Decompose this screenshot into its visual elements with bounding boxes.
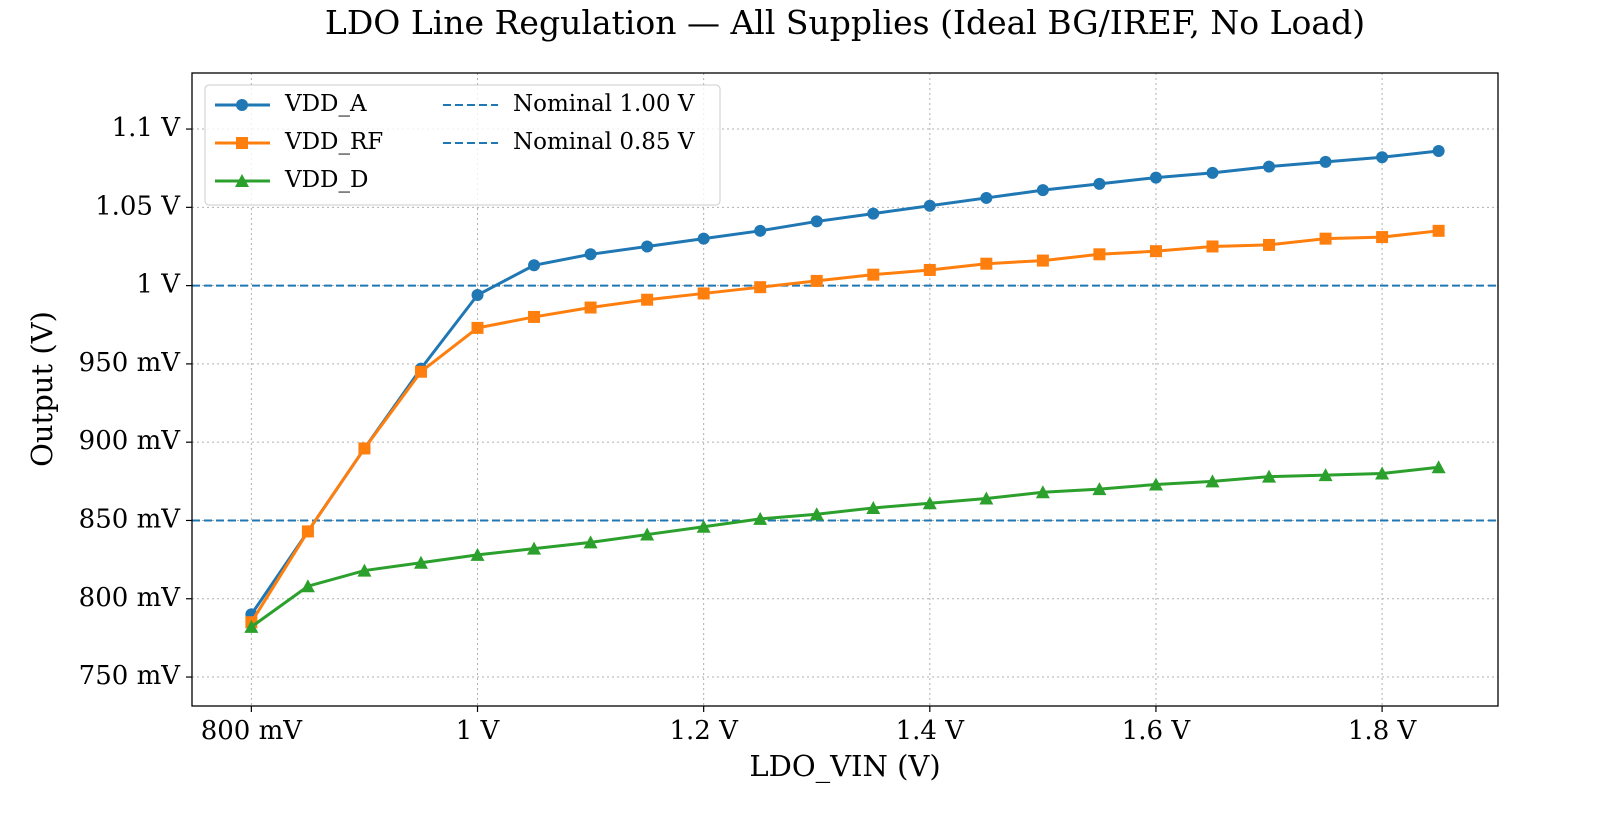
marker xyxy=(923,199,936,212)
marker xyxy=(1376,231,1389,244)
y-tick-label: 800 mV xyxy=(79,583,182,613)
series-line xyxy=(250,465,1439,629)
series-line xyxy=(250,229,1439,624)
marker xyxy=(980,257,993,270)
series-line xyxy=(250,149,1439,616)
marker xyxy=(697,232,710,245)
marker xyxy=(979,491,994,505)
y-tick-label: 1 V xyxy=(136,270,181,300)
marker xyxy=(922,496,937,510)
marker xyxy=(300,579,315,593)
marker xyxy=(413,555,428,569)
x-axis-label: LDO_VIN (V) xyxy=(749,749,940,784)
marker xyxy=(1263,238,1276,251)
marker xyxy=(1262,469,1277,483)
marker xyxy=(1206,240,1219,253)
marker xyxy=(1319,232,1332,245)
legend-label: VDD_A xyxy=(284,91,367,117)
marker xyxy=(471,321,484,334)
legend-label: Nominal 1.00 V xyxy=(513,91,695,117)
marker xyxy=(1149,171,1162,184)
marker xyxy=(1093,177,1106,190)
x-tick-label: 1.4 V xyxy=(896,716,966,746)
marker xyxy=(1318,468,1333,482)
marker xyxy=(980,191,993,204)
marker xyxy=(809,507,824,521)
x-tick-label: 800 mV xyxy=(201,716,304,746)
marker xyxy=(1149,245,1162,258)
marker xyxy=(641,240,654,253)
marker xyxy=(470,547,485,561)
y-tick-label: 900 mV xyxy=(79,426,182,456)
marker xyxy=(1319,155,1332,168)
legend: VDD_A VDD_RF VDD_D Nominal 1.00 V Nominal 0.… xyxy=(204,84,721,206)
marker xyxy=(867,207,880,220)
marker xyxy=(1375,466,1390,480)
marker xyxy=(1432,144,1445,157)
marker xyxy=(1205,474,1220,488)
marker xyxy=(866,500,881,514)
marker xyxy=(235,174,249,187)
marker xyxy=(584,248,597,261)
marker xyxy=(1431,460,1446,474)
marker xyxy=(1092,482,1107,496)
marker xyxy=(414,365,427,378)
legend-label: VDD_D xyxy=(284,167,368,193)
marker xyxy=(471,289,484,302)
y-tick-label: 750 mV xyxy=(79,661,182,691)
marker xyxy=(923,263,936,276)
marker xyxy=(1263,160,1276,173)
y-tick-label: 1.05 V xyxy=(95,191,181,221)
x-tick-label: 1.6 V xyxy=(1122,716,1192,746)
legend-label: Nominal 0.85 V xyxy=(513,129,695,155)
marker xyxy=(527,541,542,555)
marker xyxy=(1206,166,1219,179)
marker xyxy=(754,281,767,294)
marker xyxy=(584,301,597,314)
marker xyxy=(810,274,823,287)
marker xyxy=(1148,477,1163,491)
marker xyxy=(1035,485,1050,499)
plot-frame xyxy=(191,72,1499,707)
y-tick-label: 850 mV xyxy=(79,504,182,534)
y-tick-label: 950 mV xyxy=(79,348,182,378)
marker xyxy=(641,293,654,306)
marker xyxy=(236,137,248,149)
marker xyxy=(697,287,710,300)
marker xyxy=(810,215,823,228)
legend-label: VDD_RF xyxy=(284,129,383,155)
marker xyxy=(696,519,711,533)
marker xyxy=(357,563,372,577)
marker xyxy=(754,224,767,237)
marker xyxy=(301,525,314,538)
marker xyxy=(583,535,598,549)
marker xyxy=(1036,184,1049,197)
marker xyxy=(1093,248,1106,261)
marker xyxy=(753,511,768,525)
marker xyxy=(528,259,541,272)
marker xyxy=(236,99,248,111)
y-tick-label: 1.1 V xyxy=(112,113,182,143)
chart-title: LDO Line Regulation — All Supplies (Idea… xyxy=(325,3,1365,42)
y-axis-label: Output (V) xyxy=(25,311,59,467)
x-tick-label: 1.2 V xyxy=(669,716,739,746)
marker xyxy=(528,310,541,323)
marker xyxy=(867,268,880,281)
marker xyxy=(640,527,655,541)
marker xyxy=(1376,151,1389,164)
legend-box xyxy=(204,84,721,206)
marker xyxy=(358,442,371,455)
marker xyxy=(1432,224,1445,237)
x-tick-label: 1.8 V xyxy=(1348,716,1418,746)
marker xyxy=(244,619,259,633)
marker xyxy=(1036,254,1049,267)
x-tick-label: 1 V xyxy=(456,716,501,746)
